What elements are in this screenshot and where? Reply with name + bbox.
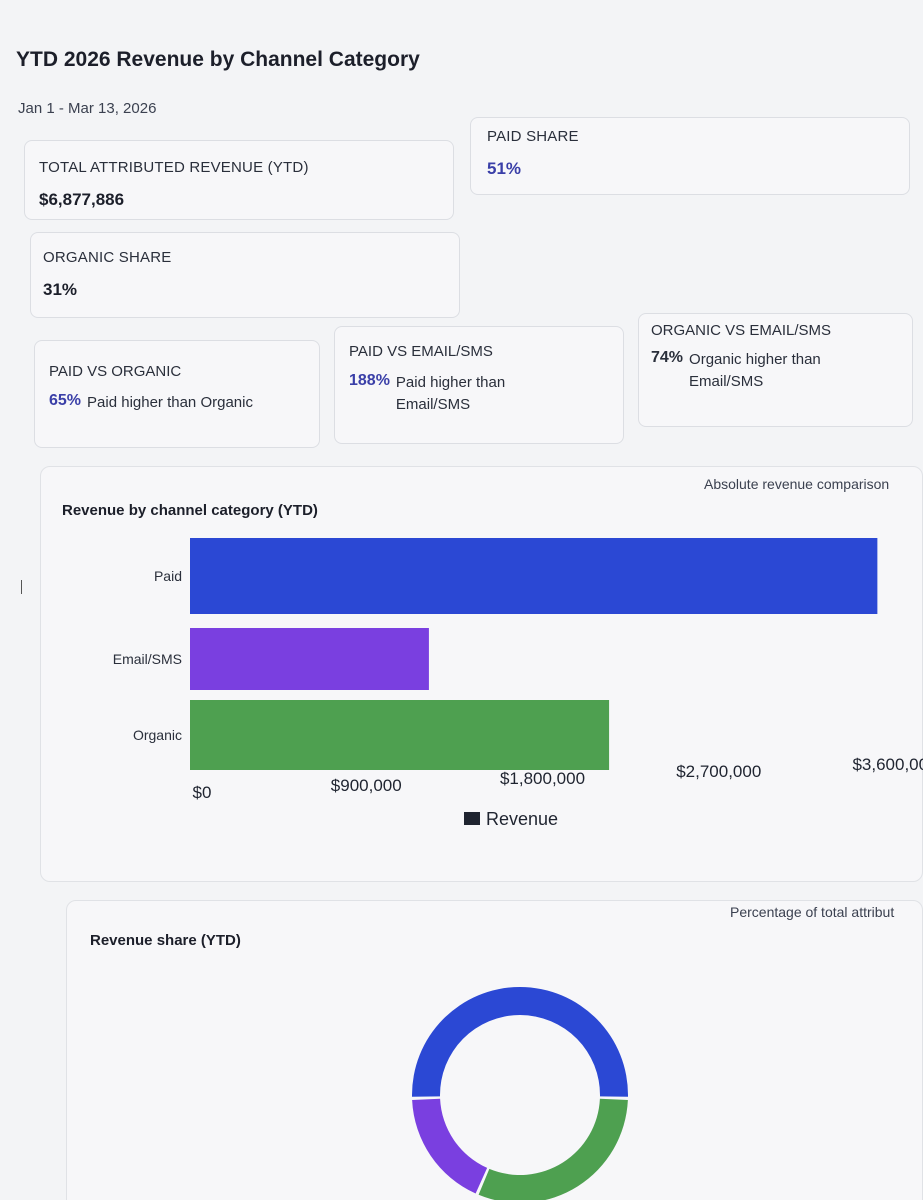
x-tick-label: $2,700,000 — [676, 762, 761, 781]
compare-paid-email-label: PAID VS EMAIL/SMS — [349, 343, 493, 360]
kpi-paid-share-value: 51% — [487, 159, 522, 178]
x-tick-label: $0 — [193, 783, 212, 802]
bar-organic[interactable] — [190, 700, 610, 770]
legend-swatch — [464, 812, 480, 825]
compare-paid-email-card: PAID VS EMAIL/SMS 188% Paid higher than … — [334, 326, 624, 444]
bar-chart-note: Absolute revenue comparison — [704, 476, 890, 492]
bar-chart-title: Revenue by channel category (YTD) — [62, 502, 318, 519]
date-range: Jan 1 - Mar 13, 2026 — [18, 100, 157, 117]
bar-chart-card — [40, 466, 923, 882]
compare-paid-organic-desc: Paid higher than Organic — [87, 394, 253, 411]
x-tick-label: $1,800,000 — [500, 769, 585, 788]
kpi-organic-share-card: ORGANIC SHARE 31% — [30, 232, 460, 318]
compare-paid-organic-pct: 65% — [49, 392, 82, 409]
share-chart-title: Revenue share (YTD) — [90, 932, 241, 949]
kpi-paid-share-label: PAID SHARE — [487, 128, 579, 145]
kpi-paid-share-card: PAID SHARE 51% — [470, 117, 910, 195]
bar-category-label: Email/SMS — [113, 651, 182, 667]
compare-organic-email-card: ORGANIC VS EMAIL/SMS 74% Organic higher … — [638, 313, 913, 427]
kpi-organic-share-value: 31% — [43, 280, 78, 299]
x-tick-label: $900,000 — [331, 776, 402, 795]
donut-slice-paid[interactable] — [412, 987, 628, 1097]
compare-organic-email-pct: 74% — [651, 349, 684, 366]
edge-mark — [21, 580, 22, 594]
legend-label[interactable]: Revenue — [486, 809, 558, 829]
bar-category-label: Organic — [133, 727, 182, 743]
compare-organic-email-desc: Organic higher than Email/SMS — [689, 351, 821, 390]
kpi-total-label: TOTAL ATTRIBUTED REVENUE (YTD) — [39, 159, 309, 176]
share-chart-note: Percentage of total attribut — [730, 904, 895, 920]
donut-slice-organic[interactable] — [478, 1098, 628, 1200]
page-title: YTD 2026 Revenue by Channel Category — [16, 48, 420, 71]
x-tick-label: $3,600,000 — [852, 755, 923, 774]
compare-paid-email-desc: Paid higher than Email/SMS — [395, 374, 506, 413]
bar-paid[interactable] — [190, 538, 878, 614]
donut-slice-email-sms[interactable] — [412, 1098, 488, 1194]
bar-category-label: Paid — [154, 568, 182, 584]
compare-paid-email-pct: 188% — [349, 372, 390, 389]
bar-chart: Paid Email/SMS Organic $0 $900,000 $1,800,000… — [113, 538, 923, 829]
kpi-organic-share-label: ORGANIC SHARE — [43, 249, 172, 266]
bar-email-sms[interactable] — [190, 628, 429, 690]
kpi-total-value: $6,877,886 — [39, 190, 125, 209]
compare-paid-organic-card: PAID VS ORGANIC 65% Paid higher than Org… — [34, 340, 320, 448]
compare-paid-organic-label: PAID VS ORGANIC — [49, 363, 182, 380]
compare-organic-email-label: ORGANIC VS EMAIL/SMS — [651, 322, 832, 339]
kpi-total-card: TOTAL ATTRIBUTED REVENUE (YTD) $6,877,88… — [24, 140, 454, 220]
